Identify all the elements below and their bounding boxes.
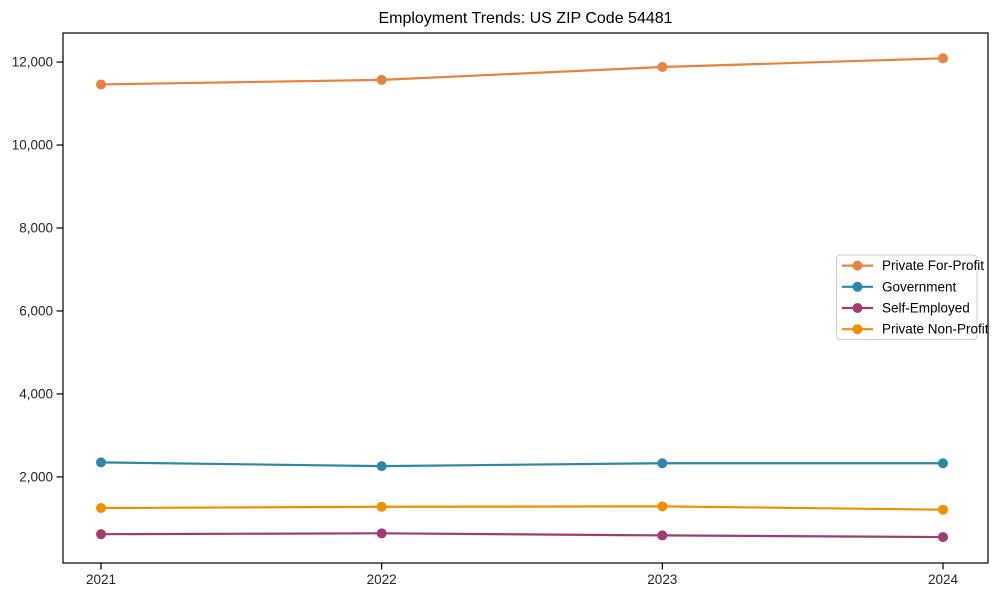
legend-entry: Government	[842, 279, 957, 294]
x-tick-label: 2024	[928, 572, 959, 587]
data-point	[657, 62, 668, 73]
legend-label: Private For-Profit	[882, 258, 984, 273]
series-self-employed	[96, 528, 948, 543]
legend-entry: Private Non-Profit	[842, 322, 989, 337]
data-point	[96, 79, 106, 90]
series-line	[99, 532, 945, 539]
data-point	[938, 504, 948, 515]
legend-box	[836, 254, 978, 340]
data-point	[376, 501, 387, 512]
data-point	[376, 74, 387, 85]
x-tick-label: 2022	[367, 572, 397, 587]
y-tick-label: 8,000	[19, 220, 53, 235]
data-point	[657, 530, 668, 541]
legend-label: Government	[882, 279, 957, 294]
y-tick-label: 12,000	[12, 55, 53, 70]
series-line	[99, 505, 945, 511]
legend-entry: Self-Employed	[842, 301, 970, 316]
series-private-non-profit	[96, 501, 948, 515]
data-point	[938, 53, 948, 64]
data-point	[96, 457, 106, 468]
data-point	[96, 529, 106, 540]
data-point	[938, 458, 948, 469]
plot-border	[62, 32, 989, 564]
chart-title: Employment Trends: US ZIP Code 54481	[378, 10, 673, 27]
series-line	[99, 461, 945, 468]
legend-marker-sample	[852, 281, 863, 292]
data-point	[376, 528, 387, 539]
y-tick-label: 6,000	[19, 303, 53, 318]
x-tick-label: 2023	[647, 572, 677, 587]
legend-marker-sample	[852, 303, 863, 313]
legend-label: Private Non-Profit	[882, 322, 989, 337]
y-tick-label: 10,000	[12, 138, 53, 153]
y-tick-label: 2,000	[19, 469, 53, 484]
legend: Private For-Profit Government Self-Employe…	[836, 254, 989, 340]
data-point	[376, 461, 387, 472]
y-tick-label: 4,000	[19, 386, 53, 401]
series-government	[96, 457, 948, 472]
legend-entry: Private For-Profit	[842, 258, 984, 273]
data-point	[657, 501, 668, 512]
legend-label: Self-Employed	[882, 301, 970, 316]
series-private-for-profit	[96, 53, 948, 90]
data-point	[96, 503, 106, 514]
data-point	[657, 458, 668, 469]
data-point	[938, 532, 948, 543]
series-line	[99, 57, 945, 86]
x-tick-label: 2021	[86, 572, 116, 587]
legend-marker-sample	[852, 260, 863, 271]
legend-marker-sample	[852, 324, 863, 335]
